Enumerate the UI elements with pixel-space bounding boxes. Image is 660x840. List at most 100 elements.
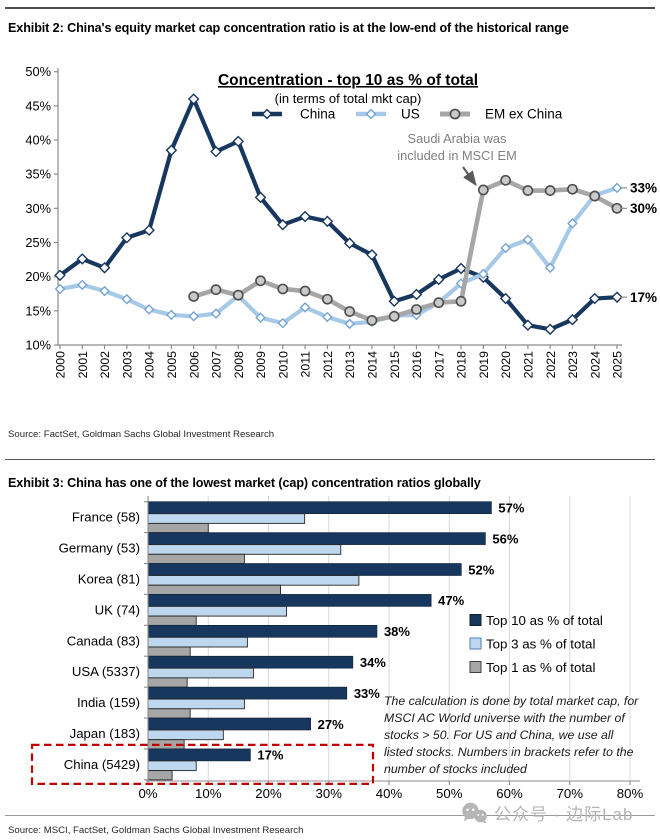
svg-text:2003: 2003 [120, 351, 134, 379]
category-label: USA (5337) [72, 664, 140, 679]
svg-text:2021: 2021 [521, 351, 535, 379]
svg-text:2001: 2001 [76, 351, 90, 379]
category-label: UK (74) [95, 602, 140, 617]
end-label-us: 33% [630, 181, 657, 196]
svg-text:China: China [300, 107, 336, 122]
svg-text:15%: 15% [25, 303, 51, 318]
svg-text:2000: 2000 [54, 351, 68, 379]
svg-text:70%: 70% [557, 786, 584, 801]
svg-text:40%: 40% [25, 133, 51, 148]
watermark-text: 公众号 · 边际Lab [494, 805, 634, 824]
bar-group-korea [147, 563, 462, 595]
bar-value-label: 52% [468, 562, 494, 577]
svg-text:MSCI AC World universe with th: MSCI AC World universe with the number o… [384, 711, 626, 725]
line-chart-subtitle: (in terms of total mkt cap) [275, 91, 422, 106]
exhibit2-title: Exhibit 2: China's equity market cap con… [8, 21, 569, 35]
svg-text:2024: 2024 [588, 351, 602, 379]
bar-chart-legend: Top 10 as % of total Top 3 as % of total T… [469, 613, 603, 675]
svg-text:2017: 2017 [432, 351, 446, 379]
end-label-em-ex-china: 30% [630, 201, 657, 216]
svg-text:included in MSCI EM: included in MSCI EM [397, 148, 516, 163]
svg-text:Top 3 as % of total: Top 3 as % of total [486, 636, 595, 651]
bar-group-uk [147, 594, 432, 626]
svg-text:2006: 2006 [187, 351, 201, 379]
exhibit3-source: Source: MSCI, FactSet, Goldman Sachs Glo… [8, 825, 304, 836]
svg-text:2011: 2011 [299, 351, 313, 378]
category-label: France (58) [72, 510, 140, 525]
bar-group-india [147, 686, 348, 719]
series-em-ex-china [188, 174, 623, 326]
svg-text:2007: 2007 [210, 351, 224, 379]
bar-chart-note: The calculation is done by total market … [384, 694, 639, 776]
bar-group-france [147, 501, 492, 534]
svg-text:10%: 10% [25, 338, 51, 353]
svg-text:0%: 0% [138, 786, 157, 801]
svg-text:2015: 2015 [388, 351, 402, 379]
bar-value-label: 33% [354, 686, 380, 701]
svg-text:2008: 2008 [232, 351, 246, 379]
bar-group-usa [147, 655, 354, 688]
line-chart-y-tick-labels: 10% 15% 20% 25% 30% 35% 40% 45% 50% [25, 64, 51, 352]
svg-text:45%: 45% [25, 98, 51, 113]
bar-value-label: 57% [498, 501, 524, 516]
svg-text:Top 1 as % of total: Top 1 as % of total [486, 660, 595, 675]
svg-text:2025: 2025 [611, 351, 625, 379]
wechat-watermark: 公众号 · 边际Lab [461, 800, 633, 825]
bar-value-label: 47% [438, 593, 464, 608]
svg-text:25%: 25% [25, 235, 51, 250]
svg-text:2013: 2013 [343, 351, 357, 379]
svg-text:2022: 2022 [544, 351, 558, 379]
line-chart-x-tick-labels: 2000 2001 2002 2003 2004 2005 2006 2007 2008 2009… [54, 351, 625, 379]
svg-text:number of stocks included: number of stocks included [384, 762, 528, 776]
category-label: India (159) [77, 695, 140, 710]
wechat-icon [462, 802, 487, 823]
svg-text:2019: 2019 [477, 351, 491, 379]
svg-text:20%: 20% [255, 786, 282, 801]
bar-chart-axes [144, 496, 640, 785]
svg-text:2018: 2018 [455, 351, 469, 379]
bar-value-label: 27% [318, 717, 344, 732]
category-label: Canada (83) [67, 633, 140, 648]
bar-chart-x-tick-labels: 0% 10% 20% 30% 40% 50% 60% 70% 80% [138, 786, 643, 801]
bar-group-china [147, 748, 251, 781]
category-label: China (5429) [64, 757, 140, 772]
svg-text:The calculation is done by tot: The calculation is done by total market … [384, 694, 639, 708]
svg-text:2005: 2005 [165, 351, 179, 379]
svg-text:40%: 40% [376, 786, 403, 801]
svg-text:2004: 2004 [143, 351, 157, 379]
line-chart-title: Concentration - top 10 as % of total [218, 72, 478, 89]
category-label: Korea (81) [78, 572, 140, 587]
svg-text:30%: 30% [25, 201, 51, 216]
svg-text:35%: 35% [25, 167, 51, 182]
svg-text:60%: 60% [496, 786, 523, 801]
svg-text:2012: 2012 [321, 351, 335, 379]
bar-value-label: 56% [492, 531, 518, 546]
svg-text:2016: 2016 [410, 351, 424, 379]
svg-text:EM ex China: EM ex China [485, 107, 563, 122]
annotation-arrow-icon [462, 166, 477, 187]
bar-value-label: 34% [360, 655, 386, 670]
top-divider [5, 7, 655, 9]
svg-text:Saudi Arabia was: Saudi Arabia was [408, 131, 507, 146]
svg-text:2020: 2020 [499, 351, 513, 379]
bar-value-label: 38% [384, 624, 410, 639]
svg-text:10%: 10% [195, 786, 222, 801]
svg-text:listed stocks. Numbers in brac: listed stocks. Numbers in brackets refer… [384, 745, 634, 759]
svg-text:20%: 20% [25, 269, 51, 284]
exhibit2-source: Source: FactSet, Goldman Sachs Global In… [8, 429, 275, 440]
bottom-divider [5, 815, 655, 816]
svg-text:Top 10 as % of total: Top 10 as % of total [486, 613, 603, 628]
bar-group-germany [147, 532, 486, 565]
end-label-china: 17% [630, 290, 657, 305]
bar-value-label: 17% [257, 748, 283, 763]
svg-text:2002: 2002 [98, 351, 112, 379]
svg-text:50%: 50% [436, 786, 463, 801]
category-label: Germany (53) [59, 541, 140, 556]
category-label: Japan (183) [70, 726, 140, 741]
line-chart-legend: China US EM ex China [252, 107, 563, 122]
svg-text:2009: 2009 [254, 351, 268, 379]
svg-text:50%: 50% [25, 64, 51, 79]
